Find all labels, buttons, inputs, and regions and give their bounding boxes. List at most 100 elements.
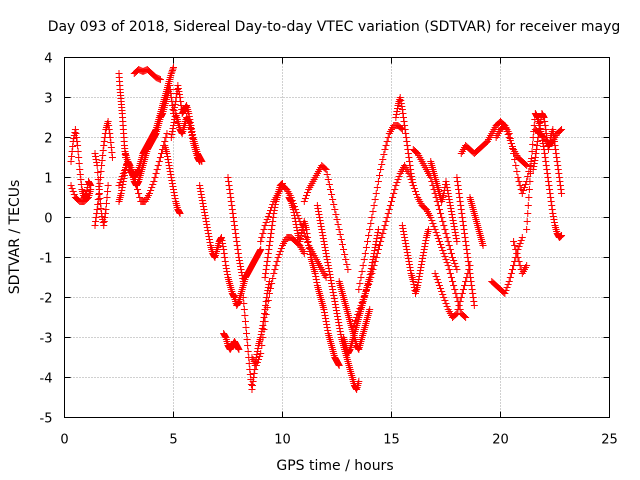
data-point <box>107 139 115 146</box>
data-point <box>322 315 330 322</box>
data-point <box>313 202 321 209</box>
data-point <box>437 285 445 292</box>
data-point <box>273 258 281 265</box>
series-track-27 <box>392 94 417 189</box>
data-point <box>451 229 459 236</box>
data-point <box>166 82 174 89</box>
series-track-04 <box>91 150 112 229</box>
data-point <box>136 194 144 201</box>
data-point <box>373 235 381 242</box>
data-point <box>255 356 263 363</box>
data-point <box>334 313 342 320</box>
data-point <box>459 218 467 225</box>
series-track-07 <box>130 66 164 83</box>
data-point <box>147 187 155 194</box>
data-point <box>431 270 439 277</box>
data-point <box>542 162 550 169</box>
data-point <box>267 234 275 241</box>
data-point <box>438 244 446 251</box>
data-point <box>452 235 460 242</box>
data-point <box>328 280 336 287</box>
data-point <box>523 262 531 269</box>
data-point <box>268 226 276 233</box>
data-point <box>272 262 280 269</box>
data-point <box>331 298 339 305</box>
data-point <box>323 256 331 263</box>
data-point <box>96 180 104 187</box>
data-point <box>117 176 125 183</box>
y-tick-label: -2 <box>40 292 53 307</box>
data-point <box>508 145 516 152</box>
data-point <box>377 238 385 245</box>
data-point <box>219 240 227 247</box>
data-point <box>399 114 407 121</box>
data-point <box>355 378 363 385</box>
data-point <box>400 231 408 238</box>
data-point <box>460 226 468 233</box>
data-point <box>70 191 78 198</box>
data-point <box>261 274 269 281</box>
data-point <box>448 211 456 218</box>
data-point <box>302 226 310 233</box>
data-point <box>334 221 342 228</box>
data-point <box>444 238 452 245</box>
data-point <box>238 272 246 279</box>
data-point <box>438 214 446 221</box>
data-point <box>433 232 441 239</box>
data-point <box>455 190 463 197</box>
data-point <box>72 134 80 141</box>
data-point <box>223 268 231 275</box>
data-point <box>240 300 248 307</box>
data-point <box>505 278 513 285</box>
data-point <box>259 230 267 237</box>
data-point <box>510 262 518 269</box>
data-point <box>297 232 305 239</box>
data-point <box>442 230 450 237</box>
data-point <box>135 190 143 197</box>
data-point <box>72 130 80 137</box>
data-point <box>420 249 428 256</box>
data-point <box>322 247 330 254</box>
data-point <box>228 202 236 209</box>
data-point <box>414 279 422 286</box>
data-point <box>196 185 204 192</box>
data-point <box>515 178 523 185</box>
data-point <box>390 190 398 197</box>
data-point <box>350 320 358 327</box>
data-point <box>293 227 301 234</box>
data-point <box>519 187 527 194</box>
data-point <box>371 258 379 265</box>
data-point <box>71 126 79 133</box>
data-point <box>425 226 433 233</box>
data-point <box>343 261 351 268</box>
data-point <box>292 218 300 225</box>
data-point <box>97 168 105 175</box>
data-point <box>550 216 558 223</box>
data-point <box>354 311 362 318</box>
data-point <box>502 287 510 294</box>
data-point <box>374 246 382 253</box>
data-point <box>446 202 454 209</box>
data-point <box>329 289 337 296</box>
data-point <box>197 188 205 195</box>
data-point <box>546 186 554 193</box>
data-point <box>531 157 539 164</box>
data-point <box>165 78 173 85</box>
x-tick-label: 0 <box>60 433 68 448</box>
data-point <box>260 326 268 333</box>
data-point <box>368 270 376 277</box>
data-point <box>95 190 103 197</box>
data-point <box>413 191 421 198</box>
data-point <box>261 222 269 229</box>
data-point <box>461 234 469 241</box>
x-tick-labels: 0 5 10 15 20 25 <box>60 433 617 448</box>
data-point <box>372 241 380 248</box>
data-point <box>445 242 453 249</box>
data-point <box>542 158 550 165</box>
data-point <box>220 250 228 257</box>
data-point <box>508 266 516 273</box>
data-point <box>118 187 126 194</box>
data-point <box>332 211 340 218</box>
data-point <box>105 126 113 133</box>
